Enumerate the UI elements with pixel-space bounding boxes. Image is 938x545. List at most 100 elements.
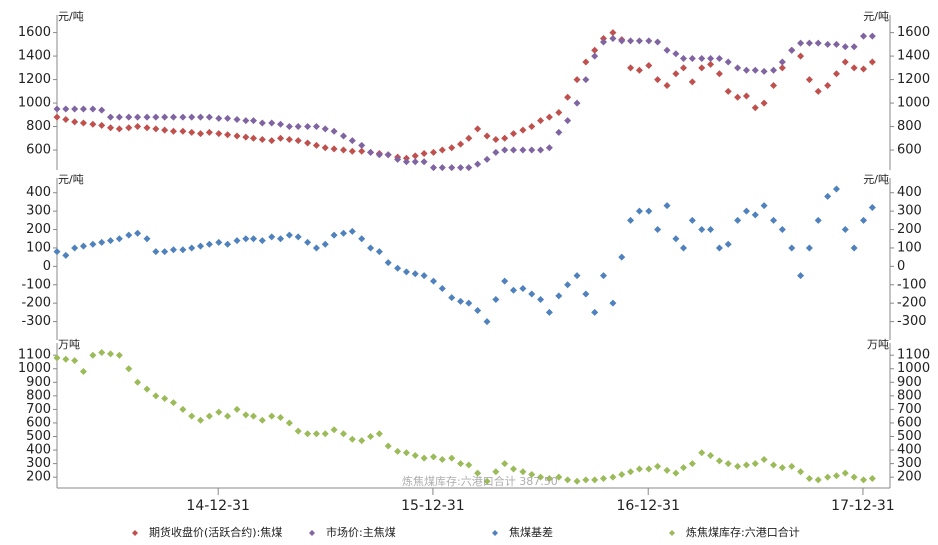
point — [672, 235, 680, 243]
point — [501, 460, 509, 468]
point — [788, 462, 796, 470]
point — [770, 66, 778, 74]
point — [294, 123, 302, 131]
point — [715, 457, 723, 465]
point — [528, 290, 536, 298]
point — [814, 39, 822, 47]
point — [868, 475, 876, 483]
y2-tick-label: 1400 — [897, 49, 930, 64]
point — [79, 367, 87, 375]
y-tick-label: -200 — [21, 296, 51, 311]
point — [832, 70, 840, 78]
point — [841, 58, 849, 66]
point — [474, 307, 482, 315]
point — [778, 64, 786, 72]
point — [654, 76, 662, 84]
point — [197, 242, 205, 250]
y2-tick-label: 200 — [897, 470, 922, 485]
point — [285, 135, 293, 143]
y2-tick-label: 800 — [897, 119, 922, 134]
point — [814, 87, 822, 95]
point — [483, 132, 491, 140]
point — [348, 227, 356, 235]
y-tick-label: 800 — [26, 388, 51, 403]
point — [358, 235, 366, 243]
point — [457, 297, 465, 305]
point — [429, 453, 437, 461]
point — [465, 164, 473, 172]
point — [528, 470, 536, 478]
point — [420, 150, 428, 158]
point — [698, 54, 706, 62]
point — [304, 139, 312, 147]
point — [537, 473, 545, 481]
point — [402, 158, 410, 166]
point — [62, 105, 70, 113]
point — [680, 54, 688, 62]
point — [600, 272, 608, 280]
point — [258, 416, 266, 424]
point — [850, 244, 858, 252]
point — [402, 154, 410, 162]
point — [824, 473, 832, 481]
point — [707, 451, 715, 459]
point — [429, 164, 437, 172]
point — [591, 476, 599, 484]
point — [143, 113, 151, 121]
point — [537, 146, 545, 154]
point — [161, 126, 169, 134]
point — [734, 462, 742, 470]
point — [143, 385, 151, 393]
point — [312, 123, 320, 131]
point — [724, 240, 732, 248]
point — [197, 130, 205, 138]
point — [53, 248, 61, 256]
point — [161, 395, 169, 403]
point — [492, 468, 500, 476]
point — [438, 164, 446, 172]
point — [152, 113, 160, 121]
point — [125, 365, 133, 373]
point — [860, 476, 868, 484]
point — [348, 435, 356, 443]
point — [609, 34, 617, 42]
point — [778, 464, 786, 472]
point — [420, 158, 428, 166]
point — [205, 128, 213, 136]
point — [330, 426, 338, 434]
point — [465, 299, 473, 307]
point — [688, 78, 696, 86]
point — [411, 451, 419, 459]
y-tick-label: 300 — [26, 456, 51, 471]
point — [832, 185, 840, 193]
point — [627, 37, 635, 45]
point — [797, 39, 805, 47]
point — [321, 430, 329, 438]
point — [770, 461, 778, 469]
point — [98, 238, 106, 246]
y-tick-label: -100 — [21, 277, 51, 292]
point — [645, 37, 653, 45]
point — [501, 146, 509, 154]
point — [71, 357, 79, 365]
y2-tick-label: 700 — [897, 402, 922, 417]
point — [573, 272, 581, 280]
point — [797, 468, 805, 476]
point — [600, 475, 608, 483]
point — [258, 135, 266, 143]
point — [411, 152, 419, 160]
point — [654, 226, 662, 234]
point — [564, 93, 572, 101]
point — [573, 76, 581, 84]
point — [179, 405, 187, 413]
point — [215, 238, 223, 246]
point — [224, 240, 232, 248]
point — [249, 117, 257, 125]
point — [115, 351, 123, 359]
point — [429, 148, 437, 156]
y-tick-label: 0 — [43, 259, 51, 274]
point — [519, 468, 527, 476]
point — [107, 124, 115, 132]
point — [304, 430, 312, 438]
